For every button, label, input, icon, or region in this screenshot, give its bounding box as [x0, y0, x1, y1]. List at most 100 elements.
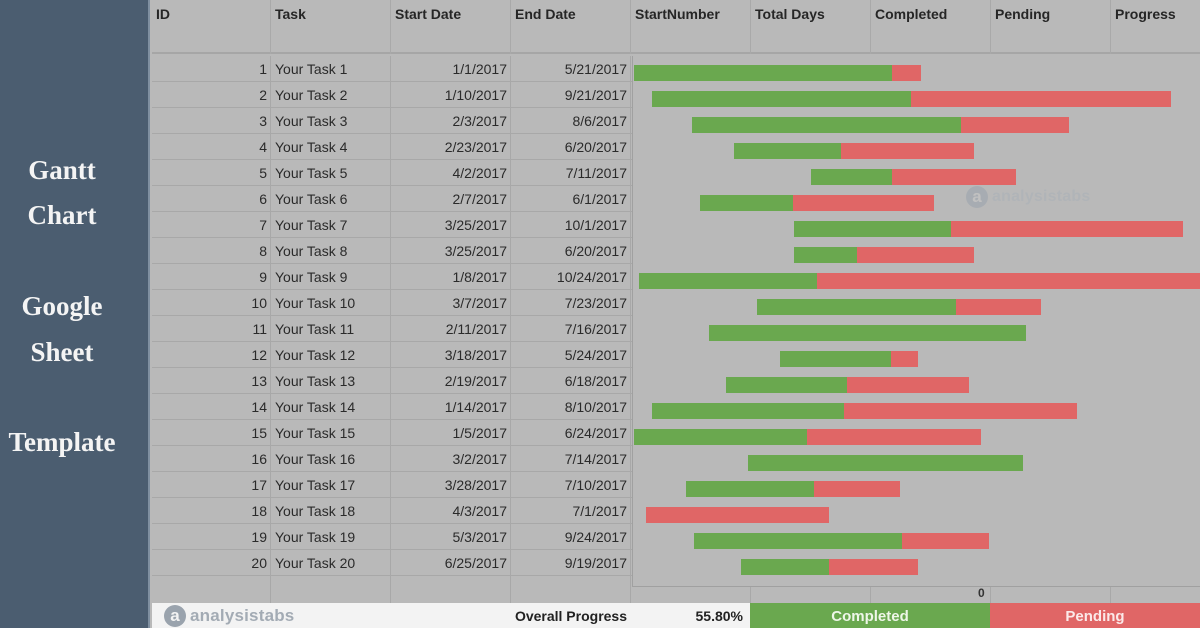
gantt-bar-pending[interactable] — [807, 429, 981, 445]
gantt-bar-pending[interactable] — [892, 169, 1016, 185]
start-date-cell[interactable]: 2/7/2017 — [391, 186, 511, 212]
start-date-cell[interactable]: 2/11/2017 — [391, 316, 511, 342]
gantt-bar-completed[interactable] — [794, 221, 951, 237]
gantt-bar-pending[interactable] — [857, 247, 974, 263]
task-id-cell[interactable]: 1 — [152, 56, 271, 82]
task-name-cell[interactable]: Your Task 8 — [271, 238, 391, 264]
task-id-cell[interactable]: 20 — [152, 550, 271, 576]
task-name-cell[interactable]: Your Task 7 — [271, 212, 391, 238]
header-id[interactable]: ID — [152, 0, 271, 54]
end-date-cell[interactable]: 6/24/2017 — [511, 420, 631, 446]
task-id-cell[interactable]: 9 — [152, 264, 271, 290]
task-name-cell[interactable]: Your Task 4 — [271, 134, 391, 160]
task-name-cell[interactable]: Your Task 2 — [271, 82, 391, 108]
task-name-cell[interactable]: Your Task 3 — [271, 108, 391, 134]
task-id-cell[interactable]: 7 — [152, 212, 271, 238]
gantt-bar-pending[interactable] — [793, 195, 934, 211]
empty-cell[interactable] — [511, 576, 631, 603]
header-start-date[interactable]: Start Date — [391, 0, 511, 54]
task-id-cell[interactable]: 3 — [152, 108, 271, 134]
gantt-bar-pending[interactable] — [961, 117, 1069, 133]
end-date-cell[interactable]: 9/19/2017 — [511, 550, 631, 576]
gantt-bar-pending[interactable] — [902, 533, 989, 549]
gantt-bar-completed[interactable] — [757, 299, 956, 315]
task-id-cell[interactable]: 19 — [152, 524, 271, 550]
gantt-bar-pending[interactable] — [814, 481, 900, 497]
task-name-cell[interactable]: Your Task 13 — [271, 368, 391, 394]
empty-cell[interactable] — [391, 576, 511, 603]
gantt-bar-completed[interactable] — [634, 65, 892, 81]
gantt-bar-pending[interactable] — [844, 403, 1077, 419]
gantt-bar-pending[interactable] — [646, 507, 829, 523]
end-date-cell[interactable]: 8/6/2017 — [511, 108, 631, 134]
end-date-cell[interactable]: 6/20/2017 — [511, 134, 631, 160]
start-date-cell[interactable]: 1/10/2017 — [391, 82, 511, 108]
gantt-bar-completed[interactable] — [780, 351, 891, 367]
task-id-cell[interactable]: 14 — [152, 394, 271, 420]
gantt-bar-completed[interactable] — [652, 91, 911, 107]
task-id-cell[interactable]: 13 — [152, 368, 271, 394]
overall-progress-value[interactable]: 55.80% — [632, 603, 747, 628]
start-date-cell[interactable]: 4/3/2017 — [391, 498, 511, 524]
task-name-cell[interactable]: Your Task 5 — [271, 160, 391, 186]
gantt-bar-pending[interactable] — [841, 143, 974, 159]
task-id-cell[interactable]: 6 — [152, 186, 271, 212]
start-date-cell[interactable]: 1/5/2017 — [391, 420, 511, 446]
task-id-cell[interactable]: 11 — [152, 316, 271, 342]
gantt-bar-completed[interactable] — [639, 273, 817, 289]
header-completed[interactable]: Completed — [871, 0, 991, 54]
end-date-cell[interactable]: 9/21/2017 — [511, 82, 631, 108]
task-id-cell[interactable]: 5 — [152, 160, 271, 186]
end-date-cell[interactable]: 6/20/2017 — [511, 238, 631, 264]
task-name-cell[interactable]: Your Task 1 — [271, 56, 391, 82]
gantt-bar-completed[interactable] — [794, 247, 857, 263]
header-progress[interactable]: Progress — [1115, 6, 1176, 22]
end-date-cell[interactable]: 5/21/2017 — [511, 56, 631, 82]
task-id-cell[interactable]: 16 — [152, 446, 271, 472]
gantt-bar-completed[interactable] — [709, 325, 1026, 341]
gantt-bar-completed[interactable] — [686, 481, 814, 497]
task-name-cell[interactable]: Your Task 6 — [271, 186, 391, 212]
end-date-cell[interactable]: 10/24/2017 — [511, 264, 631, 290]
task-name-cell[interactable]: Your Task 11 — [271, 316, 391, 342]
end-date-cell[interactable]: 5/24/2017 — [511, 342, 631, 368]
empty-cell[interactable] — [271, 576, 391, 603]
header-start-number[interactable]: StartNumber — [631, 0, 751, 54]
task-name-cell[interactable]: Your Task 16 — [271, 446, 391, 472]
start-date-cell[interactable]: 1/8/2017 — [391, 264, 511, 290]
gantt-bar-completed[interactable] — [694, 533, 902, 549]
gantt-bar-completed[interactable] — [748, 455, 1023, 471]
gantt-bar-completed[interactable] — [652, 403, 844, 419]
end-date-cell[interactable]: 7/11/2017 — [511, 160, 631, 186]
task-name-cell[interactable]: Your Task 15 — [271, 420, 391, 446]
gantt-bar-pending[interactable] — [911, 91, 1171, 107]
task-name-cell[interactable]: Your Task 20 — [271, 550, 391, 576]
empty-cell[interactable] — [152, 576, 271, 603]
end-date-cell[interactable]: 7/23/2017 — [511, 290, 631, 316]
gantt-bar-pending[interactable] — [829, 559, 918, 575]
start-date-cell[interactable]: 3/7/2017 — [391, 290, 511, 316]
task-name-cell[interactable]: Your Task 19 — [271, 524, 391, 550]
header-end-date[interactable]: End Date — [511, 0, 631, 54]
header-total-days[interactable]: Total Days — [751, 0, 871, 54]
start-date-cell[interactable]: 6/25/2017 — [391, 550, 511, 576]
end-date-cell[interactable]: 7/16/2017 — [511, 316, 631, 342]
task-id-cell[interactable]: 2 — [152, 82, 271, 108]
gantt-chart[interactable] — [632, 56, 1200, 586]
task-name-cell[interactable]: Your Task 14 — [271, 394, 391, 420]
gantt-bar-completed[interactable] — [726, 377, 847, 393]
task-name-cell[interactable]: Your Task 17 — [271, 472, 391, 498]
start-date-cell[interactable]: 2/3/2017 — [391, 108, 511, 134]
gantt-bar-pending[interactable] — [951, 221, 1183, 237]
task-id-cell[interactable]: 10 — [152, 290, 271, 316]
start-date-cell[interactable]: 1/1/2017 — [391, 56, 511, 82]
start-date-cell[interactable]: 2/23/2017 — [391, 134, 511, 160]
task-name-cell[interactable]: Your Task 10 — [271, 290, 391, 316]
task-id-cell[interactable]: 12 — [152, 342, 271, 368]
task-id-cell[interactable]: 18 — [152, 498, 271, 524]
gantt-bar-completed[interactable] — [700, 195, 793, 211]
start-date-cell[interactable]: 3/25/2017 — [391, 238, 511, 264]
header-pending[interactable]: Pending — [991, 0, 1111, 54]
start-date-cell[interactable]: 1/14/2017 — [391, 394, 511, 420]
gantt-bar-completed[interactable] — [741, 559, 829, 575]
